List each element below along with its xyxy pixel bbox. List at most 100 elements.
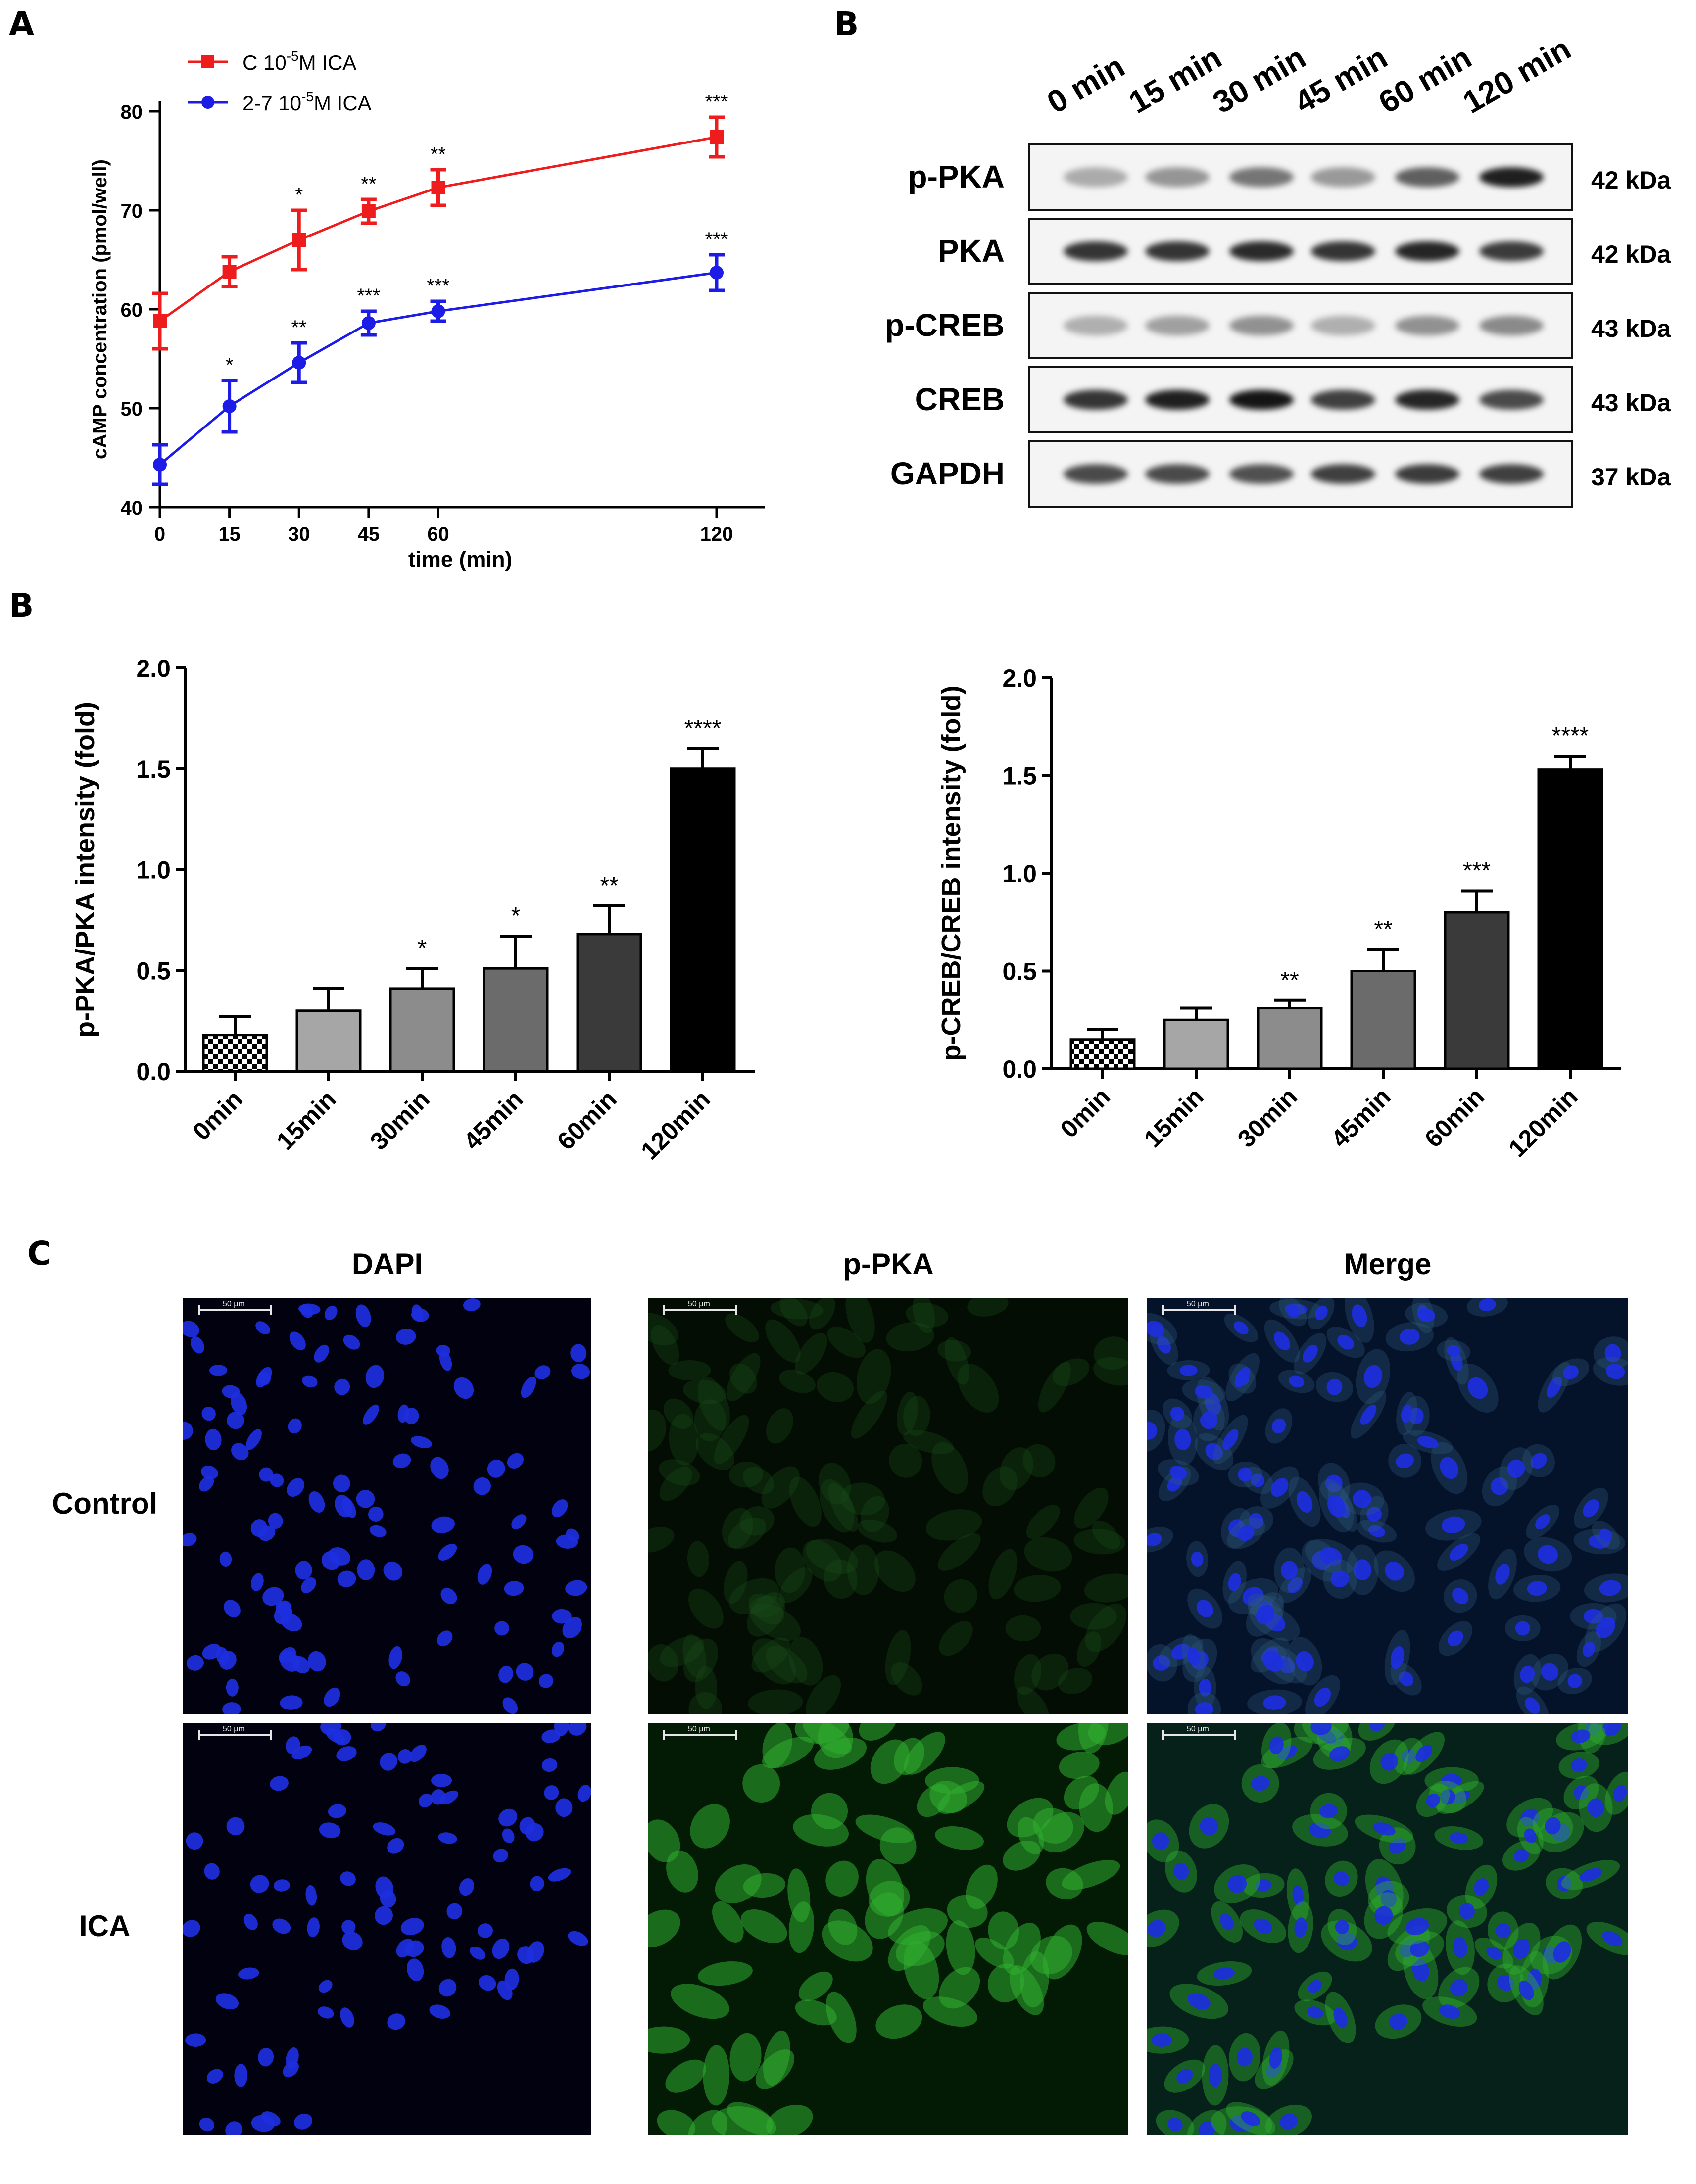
micrograph: 50 μm: [648, 1298, 1128, 1714]
kda-label: 37 kDa: [1591, 463, 1671, 491]
nucleus: [437, 1630, 453, 1647]
cytoplasm: [715, 1864, 762, 1904]
cytoplasm: [806, 1538, 858, 1574]
nucleus: [404, 1940, 424, 1957]
cytoplasm: [1073, 1529, 1125, 1555]
blot-band: [1064, 464, 1128, 484]
micrograph: 50 μm: [1147, 1723, 1628, 2135]
nucleus: [1228, 1875, 1247, 1893]
nucleus: [463, 1298, 481, 1312]
scale-bar-label: 50 μm: [223, 1300, 245, 1308]
nucleus: [308, 1491, 325, 1513]
blot-band: [1311, 167, 1375, 187]
cytoplasm: [749, 1595, 784, 1617]
legend-main: 2-7 10: [242, 92, 301, 115]
cytoplasm: [778, 1370, 816, 1393]
nucleus: [1415, 1745, 1433, 1762]
cytoplasm: [779, 1298, 808, 1327]
nucleus: [289, 1331, 306, 1351]
nucleus: [274, 1605, 293, 1624]
blot-band: [1395, 390, 1459, 410]
cytoplasm: [766, 2104, 813, 2135]
nucleus: [492, 1938, 510, 1959]
nucleus: [1251, 1473, 1265, 1487]
panel-letter-c: C: [27, 1234, 51, 1273]
cytoplasm: [648, 1410, 667, 1452]
nucleus: [1417, 1436, 1439, 1448]
cytoplasm: [845, 1298, 875, 1343]
x-tick-label: 0min: [1055, 1083, 1115, 1143]
nucleus: [225, 2121, 242, 2135]
blot-band: [1395, 167, 1459, 187]
nucleus: [245, 1429, 262, 1450]
cytoplasm: [1052, 1358, 1090, 1386]
significance-label: ***: [1463, 858, 1491, 884]
cytoplasm: [824, 1559, 858, 1599]
nucleus: [526, 1941, 544, 1963]
cytoplasm: [726, 1353, 761, 1402]
nucleus: [1157, 1336, 1171, 1354]
nucleus: [516, 1663, 534, 1681]
nucleus: [1169, 1465, 1187, 1480]
micrograph-image: [648, 1723, 1128, 2135]
nucleus: [295, 1561, 312, 1580]
nucleus: [224, 1600, 241, 1618]
cytoplasm: [820, 1479, 855, 1533]
nucleus: [568, 1931, 588, 1946]
nucleus: [375, 1906, 393, 1925]
nucleus: [1507, 1459, 1525, 1478]
nucleus: [1200, 1817, 1218, 1836]
nucleus: [1368, 1525, 1385, 1537]
nucleus: [1270, 1478, 1289, 1497]
nucleus: [262, 1587, 284, 1606]
nucleus: [406, 1958, 424, 1982]
bar: [576, 933, 642, 1073]
blot-band: [1145, 316, 1210, 335]
panel-letter-a: A: [9, 5, 35, 43]
data-point: [431, 181, 445, 194]
nucleus: [387, 2013, 406, 2030]
cytoplasm: [750, 1604, 801, 1641]
lane-label: 45 min: [1288, 39, 1394, 121]
nucleus: [411, 1308, 429, 1322]
data-point: [431, 304, 445, 318]
nucleus: [1486, 1946, 1502, 1960]
nucleus: [387, 1838, 404, 1854]
y-axis-label: p-PKA/PKA intensity (fold): [70, 702, 100, 1038]
micrograph-image: [183, 1723, 591, 2135]
cytoplasm: [762, 1723, 792, 1768]
nucleus: [1389, 2013, 1407, 2030]
nucleus: [544, 1785, 559, 1800]
nucleus: [319, 1822, 341, 1839]
nucleus: [243, 1913, 258, 1930]
nucleus: [1263, 1695, 1286, 1710]
nucleus: [453, 1377, 474, 1399]
significance-label: ***: [705, 91, 728, 113]
x-tick-label: 120min: [1503, 1083, 1583, 1162]
nucleus: [1153, 1655, 1170, 1671]
nucleus: [1366, 1506, 1382, 1522]
nucleus: [1199, 1678, 1211, 1697]
cytoplasm: [724, 1561, 748, 1604]
nucleus: [441, 1937, 456, 1958]
nucleus: [1187, 1647, 1200, 1665]
nucleus: [231, 1443, 249, 1461]
nucleus: [273, 1879, 290, 1892]
nucleus: [199, 1476, 214, 1492]
nucleus: [554, 1723, 570, 1736]
nucleus: [1360, 1404, 1377, 1425]
cytoplasm: [874, 1550, 916, 1592]
nucleus: [1303, 1344, 1318, 1363]
bar: [670, 767, 736, 1073]
cytoplasm: [935, 1826, 984, 1850]
cytoplasm: [857, 1519, 898, 1543]
cytoplasm: [840, 1482, 885, 1516]
nucleus: [1442, 1516, 1465, 1534]
nucleus: [1410, 1940, 1429, 1957]
blot-band: [1311, 390, 1375, 410]
nucleus: [1389, 1838, 1406, 1854]
cytoplasm: [779, 1567, 813, 1603]
nucleus: [1449, 1832, 1468, 1844]
cytoplasm: [1005, 1615, 1041, 1642]
nucleus: [294, 2113, 313, 2130]
